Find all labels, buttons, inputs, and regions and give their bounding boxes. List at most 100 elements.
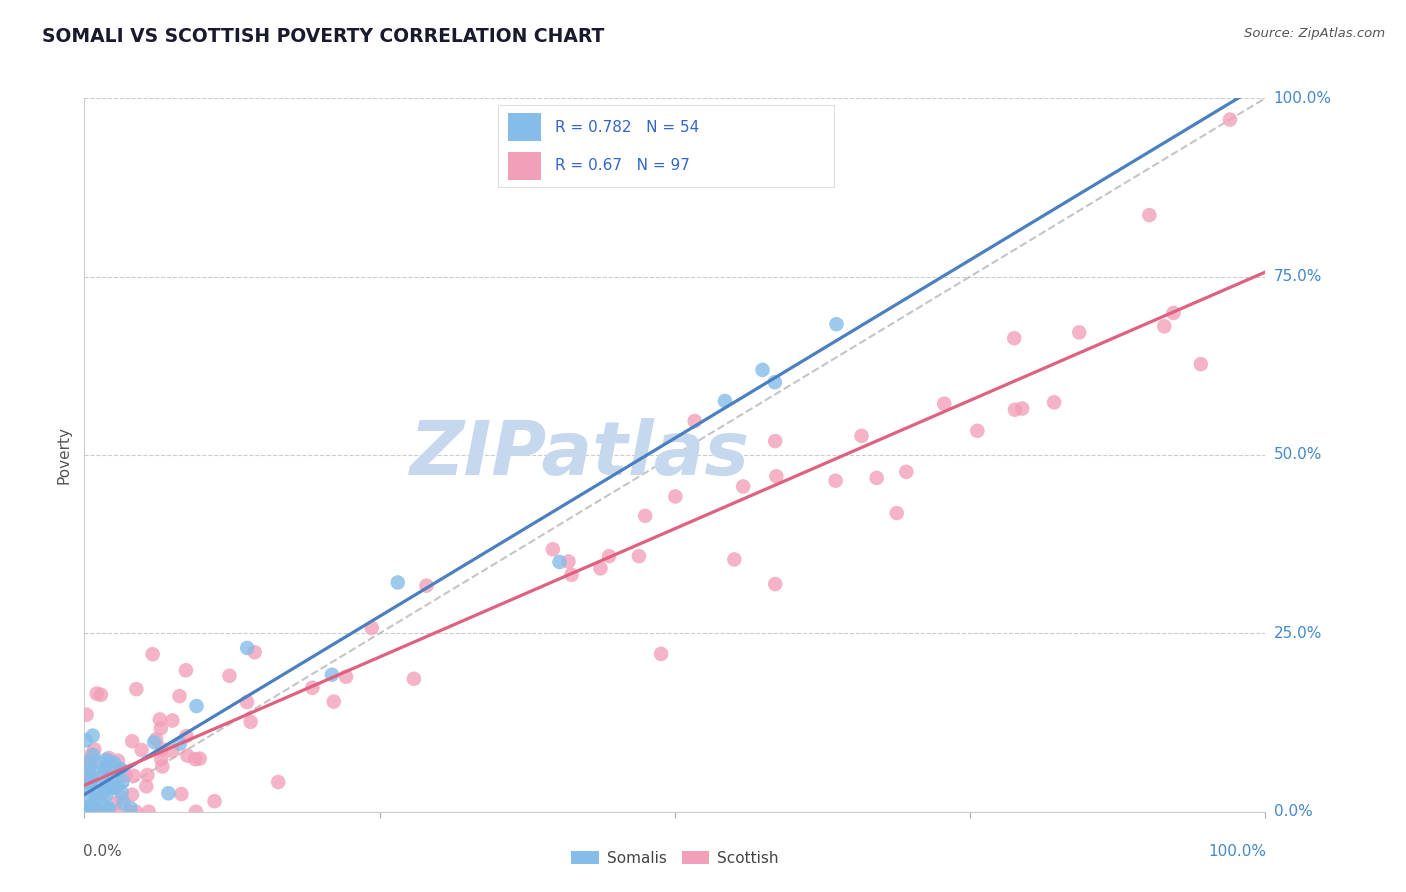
Point	[91, 797, 114, 812]
Point	[80, 773, 103, 788]
Legend: Somalis, Scottish: Somalis, Scottish	[565, 845, 785, 871]
Point	[80, 789, 103, 804]
Point	[107, 754, 129, 768]
Text: 25.0%: 25.0%	[1274, 626, 1322, 640]
Point	[1153, 319, 1175, 334]
Point	[557, 555, 579, 569]
Point	[150, 742, 173, 756]
Point	[121, 734, 143, 748]
Point	[83, 775, 105, 789]
Point	[1189, 357, 1212, 371]
Point	[103, 780, 125, 795]
Y-axis label: Poverty: Poverty	[56, 425, 72, 484]
Point	[86, 784, 108, 798]
Text: ZIPatlas: ZIPatlas	[411, 418, 751, 491]
Point	[825, 317, 848, 331]
Point	[204, 794, 226, 808]
Point	[94, 763, 117, 777]
Point	[77, 764, 100, 779]
Point	[98, 751, 121, 765]
Point	[112, 796, 135, 810]
Point	[1043, 395, 1066, 409]
Point	[79, 775, 101, 789]
Point	[1069, 326, 1091, 340]
Point	[162, 714, 184, 728]
Point	[75, 756, 97, 770]
Point	[1163, 306, 1185, 320]
Point	[142, 647, 165, 661]
Point	[121, 788, 143, 802]
Point	[267, 775, 290, 789]
Point	[169, 737, 191, 751]
Point	[387, 575, 409, 590]
Text: 50.0%: 50.0%	[1274, 448, 1322, 462]
Point	[321, 667, 343, 681]
Point	[98, 755, 121, 769]
Point	[184, 752, 207, 766]
Point	[131, 743, 153, 757]
Point	[150, 752, 173, 766]
Point	[136, 768, 159, 782]
Point	[79, 768, 101, 782]
Point	[1011, 401, 1033, 416]
Point	[117, 805, 139, 819]
Point	[79, 805, 101, 819]
Point	[114, 768, 136, 782]
Point	[75, 801, 97, 815]
Point	[157, 786, 180, 800]
Point	[138, 805, 160, 819]
Point	[650, 647, 672, 661]
Point	[634, 508, 657, 523]
Point	[103, 772, 125, 787]
Point	[93, 783, 115, 797]
Point	[84, 801, 107, 815]
Point	[1137, 208, 1160, 222]
Point	[135, 780, 157, 794]
Point	[125, 805, 148, 819]
Point	[627, 549, 650, 563]
Point	[98, 781, 121, 796]
Point	[150, 759, 173, 773]
Text: 100.0%: 100.0%	[1274, 91, 1331, 105]
Point	[751, 363, 773, 377]
Text: 75.0%: 75.0%	[1274, 269, 1322, 284]
Point	[1004, 402, 1026, 417]
Point	[765, 469, 787, 483]
Point	[561, 567, 583, 582]
Point	[239, 714, 262, 729]
Point	[94, 760, 117, 774]
Point	[934, 397, 956, 411]
Point	[402, 672, 425, 686]
Point	[84, 755, 107, 769]
Point	[76, 801, 98, 815]
Point	[145, 732, 167, 747]
Point	[104, 805, 127, 819]
Point	[75, 805, 97, 819]
Point	[97, 778, 120, 792]
Point	[77, 801, 100, 815]
Point	[82, 729, 104, 743]
Point	[335, 670, 357, 684]
Point	[763, 577, 786, 591]
Text: Source: ZipAtlas.com: Source: ZipAtlas.com	[1244, 27, 1385, 40]
Point	[236, 640, 259, 655]
Point	[301, 681, 323, 695]
Point	[80, 805, 103, 819]
Point	[598, 549, 620, 563]
Point	[322, 695, 344, 709]
Point	[714, 394, 737, 409]
Point	[1002, 331, 1025, 345]
Point	[82, 797, 104, 811]
Text: SOMALI VS SCOTTISH POVERTY CORRELATION CHART: SOMALI VS SCOTTISH POVERTY CORRELATION C…	[42, 27, 605, 45]
Point	[82, 764, 104, 779]
Point	[886, 506, 908, 520]
Point	[80, 756, 103, 770]
Point	[188, 751, 211, 765]
Point	[664, 490, 686, 504]
Point	[176, 748, 198, 763]
Point	[149, 721, 172, 735]
Point	[170, 787, 193, 801]
Point	[73, 801, 96, 815]
Point	[91, 769, 114, 783]
Point	[111, 774, 134, 789]
